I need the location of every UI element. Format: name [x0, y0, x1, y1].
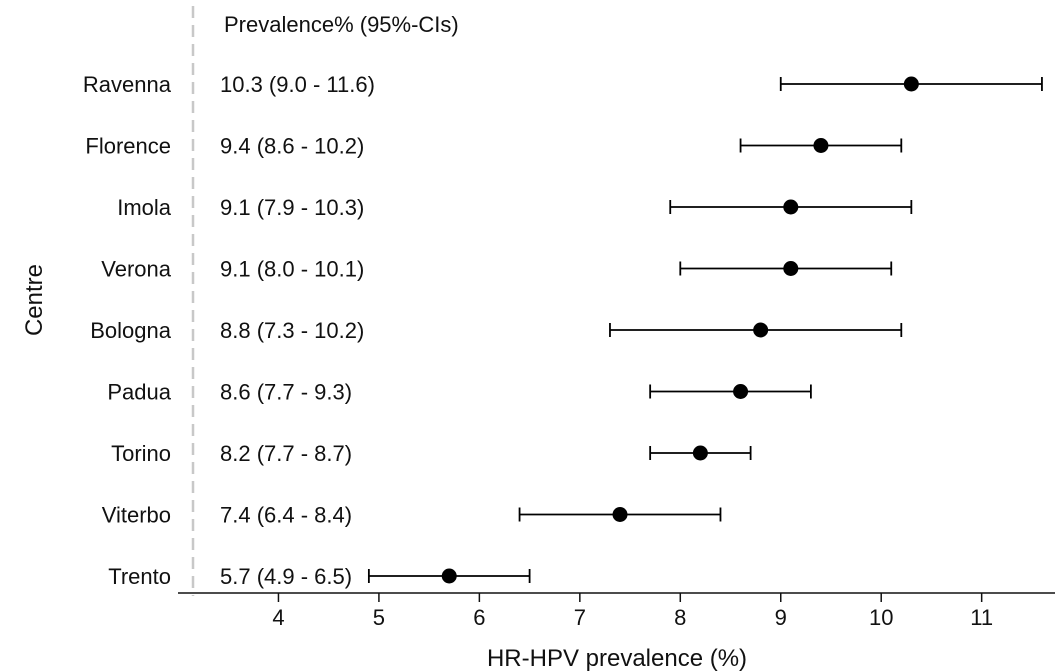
centre-label: Ravenna — [83, 72, 172, 97]
estimate-point — [612, 507, 628, 522]
x-axis-ticks: 4 5 6 7 8 9 10 11 — [272, 593, 993, 630]
estimate-point — [813, 138, 829, 153]
centre-label: Florence — [85, 134, 171, 159]
estimate-point — [692, 445, 708, 461]
forest-rows: Ravenna 10.3 (9.0 - 11.6) Florence 9.4 (8.6… — [83, 72, 1043, 589]
estimate-point — [753, 322, 769, 338]
ci-value-label: 8.2 (7.7 - 8.7) — [220, 441, 352, 466]
x-tick-label: 6 — [473, 605, 485, 630]
centre-label: Bologna — [90, 318, 172, 343]
ci-value-label: 9.1 (7.9 - 10.3) — [220, 195, 364, 220]
estimate-point — [441, 568, 457, 584]
ci-value-label: 7.4 (6.4 - 8.4) — [220, 503, 352, 528]
x-tick-label: 10 — [869, 605, 893, 630]
estimate-point — [903, 76, 919, 92]
x-tick-label: 9 — [775, 605, 787, 630]
x-tick-label: 7 — [574, 605, 586, 630]
centre-label: Verona — [101, 257, 171, 282]
x-tick-label: 8 — [674, 605, 686, 630]
ci-value-label: 10.3 (9.0 - 11.6) — [220, 72, 375, 97]
estimate-point — [783, 199, 799, 215]
x-tick-label: 5 — [373, 605, 385, 630]
ci-value-label: 9.1 (8.0 - 10.1) — [220, 257, 364, 282]
x-tick-label: 11 — [970, 605, 993, 630]
centre-label: Trento — [108, 564, 171, 589]
estimate-point — [733, 384, 749, 399]
ci-value-label: 8.6 (7.7 - 9.3) — [220, 380, 352, 405]
estimate-point — [783, 261, 799, 276]
centre-label: Torino — [111, 441, 171, 466]
x-axis-label: HR-HPV prevalence (%) — [487, 645, 747, 672]
centre-label: Viterbo — [102, 503, 171, 528]
centre-label: Imola — [117, 195, 172, 220]
ci-value-label: 8.8 (7.3 - 10.2) — [220, 318, 364, 343]
ci-value-label: 5.7 (4.9 - 6.5) — [220, 564, 352, 589]
y-axis-label: Centre — [21, 264, 48, 336]
ci-value-label: 9.4 (8.6 - 10.2) — [220, 134, 364, 159]
centre-label: Padua — [107, 380, 171, 405]
x-tick-label: 4 — [272, 605, 284, 630]
ci-column-header: Prevalence% (95%-CIs) — [224, 12, 459, 37]
